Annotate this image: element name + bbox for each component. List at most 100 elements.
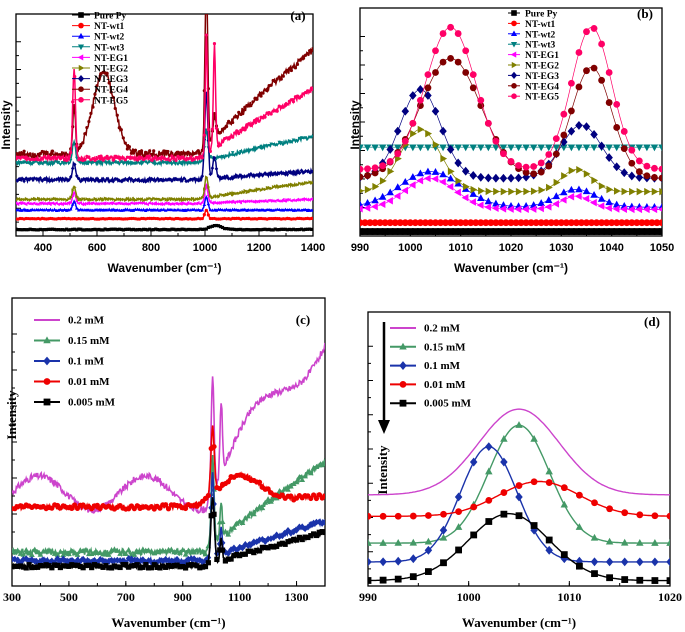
data-point (79, 227, 83, 231)
data-point (148, 196, 152, 201)
data-point (621, 187, 629, 196)
data-point (271, 228, 275, 232)
data-point (590, 533, 599, 541)
data-point (34, 197, 39, 202)
data-point (123, 227, 127, 232)
data-point (279, 540, 285, 546)
data-point (72, 200, 77, 204)
data-point (628, 219, 636, 227)
data-point (245, 149, 249, 153)
data-point (60, 551, 67, 558)
data-point (295, 197, 299, 202)
data-point (239, 190, 243, 195)
data-point (363, 204, 371, 212)
data-point (283, 207, 288, 211)
data-point (148, 227, 152, 231)
data-point (211, 443, 217, 450)
data-point (44, 228, 48, 232)
data-point (243, 228, 247, 232)
data-point (289, 228, 293, 232)
data-point (226, 176, 231, 181)
legend-label: NT-EG2 (525, 62, 559, 72)
data-point (623, 219, 631, 227)
data-point (446, 145, 455, 154)
data-point (60, 176, 65, 181)
data-point (568, 219, 575, 227)
data-point (545, 536, 553, 544)
data-point (232, 153, 237, 158)
panel-label: (b) (637, 6, 653, 21)
data-point (233, 191, 237, 196)
data-point (111, 227, 115, 231)
data-point (70, 193, 74, 198)
legend-marker (510, 41, 518, 48)
data-point (20, 161, 24, 165)
data-point (97, 202, 101, 206)
data-point (46, 201, 50, 205)
data-point (225, 550, 232, 557)
data-point (605, 557, 614, 567)
data-point (179, 559, 186, 566)
data-point (38, 151, 42, 156)
data-point (227, 227, 231, 231)
data-point (409, 538, 418, 546)
data-point (590, 557, 599, 567)
data-point (306, 52, 310, 56)
data-point (137, 557, 143, 565)
data-point (164, 227, 168, 232)
x-tick-label: 300 (3, 590, 21, 604)
data-point (192, 202, 196, 206)
data-point (296, 534, 302, 540)
legend-entry: 0.005 mM (390, 398, 472, 410)
data-point (218, 155, 223, 159)
data-point (208, 172, 213, 177)
data-point (105, 551, 112, 557)
data-point (409, 573, 417, 581)
data-point (288, 183, 292, 187)
data-point (38, 201, 42, 205)
data-point (113, 201, 117, 206)
data-point (422, 219, 429, 227)
data-point (408, 181, 416, 189)
data-point (237, 227, 241, 232)
data-point (292, 183, 296, 188)
data-point (22, 197, 27, 202)
data-point (199, 548, 206, 554)
data-point (219, 192, 223, 197)
legend-marker (43, 398, 51, 406)
data-point (85, 125, 89, 130)
data-point (245, 227, 249, 232)
data-point (154, 155, 158, 159)
data-point (293, 228, 298, 232)
data-point (255, 117, 259, 121)
data-point (129, 201, 133, 205)
data-point (54, 562, 61, 568)
data-point (316, 518, 323, 526)
data-point (590, 64, 598, 72)
data-point (32, 160, 36, 164)
data-point (155, 162, 160, 166)
data-point (130, 197, 134, 202)
data-point (231, 524, 237, 530)
data-point (65, 158, 69, 162)
data-point (196, 228, 200, 232)
data-point (231, 192, 235, 197)
data-point (87, 119, 91, 124)
data-point (117, 162, 122, 166)
data-point (552, 150, 560, 158)
data-point (263, 199, 267, 203)
data-point (184, 179, 188, 184)
data-point (485, 518, 493, 525)
data-point (612, 205, 620, 213)
data-point (295, 94, 300, 98)
data-point (48, 548, 55, 554)
data-point (379, 177, 387, 185)
data-point (277, 185, 282, 189)
legend-entry: 0.01 mM (34, 376, 110, 388)
data-point (182, 227, 186, 231)
series-line (16, 14, 313, 160)
data-point (552, 144, 561, 152)
data-point (225, 556, 231, 562)
series-line (368, 408, 670, 496)
data-point (251, 100, 255, 104)
